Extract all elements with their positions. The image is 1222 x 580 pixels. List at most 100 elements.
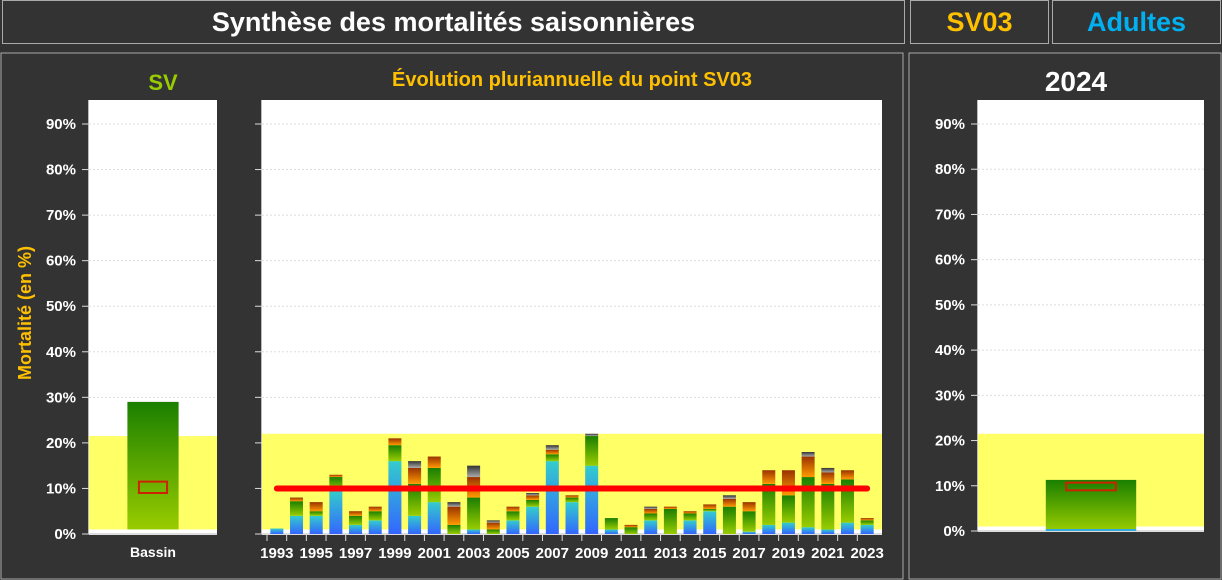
bar-segment-2002-gray xyxy=(447,502,461,507)
y-tick-label: 50% xyxy=(46,298,76,315)
bar-segment-2015-orange xyxy=(703,504,717,509)
bar-segment-2005-green xyxy=(506,511,520,521)
bar-segment-1996-blue xyxy=(329,490,343,534)
x-tick-label: 2003 xyxy=(457,545,490,562)
x-tick-label: 2015 xyxy=(693,545,726,562)
bar-segment-2004-gray xyxy=(486,520,500,523)
bar-segment-2000-blue xyxy=(408,515,422,534)
bar-segment-2014-blue xyxy=(683,520,697,534)
x-tick-label: 1993 xyxy=(260,545,293,562)
x-tick-label: 1995 xyxy=(300,545,333,562)
bar-segment-2003-gray xyxy=(467,465,481,478)
x-tick-label: 2001 xyxy=(418,545,451,562)
y-tick-label: 60% xyxy=(46,253,76,270)
bar-segment-2002-orange xyxy=(447,506,461,525)
bar-segment-2023-blue xyxy=(860,524,874,534)
bar-segment-2000-gray xyxy=(408,461,422,468)
y-tick-label: 40% xyxy=(46,344,76,361)
bar-segment-2017-orange xyxy=(742,502,756,512)
y-tick-label: 80% xyxy=(935,161,965,178)
x-tick-label: 2017 xyxy=(732,545,765,562)
bar-segment-2004-orange xyxy=(486,522,500,530)
bar-segment-2022-blue xyxy=(840,522,854,534)
bar-segment-2012-orange xyxy=(644,508,658,514)
bar-segment-2015-blue xyxy=(703,511,717,534)
bar-segment-2021-orange xyxy=(821,472,835,484)
bar-segment-1997-orange xyxy=(349,511,363,516)
bar-segment-2006-orange xyxy=(526,495,540,500)
bar-segment-1997-green xyxy=(349,515,363,525)
bar-segment-2018-green xyxy=(762,483,776,525)
bar-segment-2008-blue xyxy=(565,502,579,534)
bar-segment-2001-blue xyxy=(427,502,441,534)
bar-segment-2009-gray xyxy=(585,433,599,437)
y-tick-label: 0% xyxy=(54,526,76,543)
bar-segment-2013-green xyxy=(663,508,677,534)
x-tick-label: 2011 xyxy=(615,545,648,562)
bar-segment-1999-green xyxy=(388,445,402,462)
bar-segment-2021-green xyxy=(821,483,835,530)
bar-segment-1998-orange xyxy=(368,506,382,512)
basin-category-label: Bassin xyxy=(130,544,176,560)
site-code: SV03 xyxy=(910,0,1049,44)
year-chart-title: 2024 xyxy=(1045,66,1108,97)
bar-segment-2000-green xyxy=(408,483,422,516)
bar-segment-2003-blue xyxy=(467,529,481,534)
y-tick-label: 20% xyxy=(46,435,76,452)
bar-segment-2016-gray xyxy=(722,495,736,499)
x-tick-label: 2021 xyxy=(811,545,844,562)
bar-segment-2022-orange xyxy=(840,470,854,480)
x-tick-label: 2019 xyxy=(772,545,805,562)
bar-segment-2005-orange xyxy=(506,506,520,512)
bar-segment-2008-orange xyxy=(565,495,579,498)
category-label: Adultes xyxy=(1052,0,1221,44)
bar-segment-2005-blue xyxy=(506,520,520,534)
bar-segment-2004-green xyxy=(486,529,500,534)
marker-box xyxy=(137,480,169,495)
bar-segment-1998-blue xyxy=(368,520,382,534)
bar-segment-2019-blue xyxy=(781,522,795,534)
page-title: Synthèse des mortalités saisonnières xyxy=(2,0,905,44)
bar-segment-2000-orange xyxy=(408,467,422,484)
bar-segment-2006-blue xyxy=(526,506,540,534)
y-tick-label: 70% xyxy=(935,206,965,223)
x-tick-label: 2005 xyxy=(496,545,529,562)
bar-segment-1994-orange xyxy=(290,497,304,502)
y-tick-label: 30% xyxy=(935,387,965,404)
bar-segment-2021-gray xyxy=(821,467,835,473)
y-tick-label: 60% xyxy=(935,252,965,269)
bar-segment-2016-orange xyxy=(722,498,736,507)
bar-segment-2007-gray xyxy=(545,445,559,450)
bar-segment-2023-orange xyxy=(860,518,874,521)
bar-segment-2020-green xyxy=(801,477,815,528)
bar-segment-2019-orange xyxy=(781,470,795,496)
y-tick-label: 50% xyxy=(935,297,965,314)
bar-segment-2014-green xyxy=(683,513,697,521)
bar-segment-2010-blue xyxy=(604,529,618,534)
x-tick-label: 1997 xyxy=(339,545,372,562)
bar-segment-2002-green xyxy=(447,524,461,534)
bar-segment-2009-green xyxy=(585,436,599,466)
y-tick-label: 30% xyxy=(46,389,76,406)
bar-segment-2020-gray xyxy=(801,452,815,457)
bar-segment-2019-green xyxy=(781,495,795,523)
bar-segment-1994-green xyxy=(290,501,304,516)
bar-segment-2010-green xyxy=(604,518,618,530)
bar-segment-2012-blue xyxy=(644,520,658,534)
bar-segment-1993-blue xyxy=(270,528,284,534)
bar-segment-2012-gray xyxy=(644,506,658,509)
bar-segment-2018-blue xyxy=(762,524,776,534)
bar-segment-2011-green xyxy=(624,527,638,534)
mortality-bar xyxy=(127,401,179,530)
x-tick-label: 2023 xyxy=(850,545,883,562)
bar-segment-1998-green xyxy=(368,511,382,521)
bar-segment-2015-green xyxy=(703,508,717,512)
bar-segment-1995-green xyxy=(309,511,323,516)
bar-segment-1999-orange xyxy=(388,438,402,446)
y-tick-label: 70% xyxy=(46,207,76,224)
bar-segment-2008-green xyxy=(565,497,579,503)
bar-segment-2007-green xyxy=(545,454,559,462)
bar-segment-1994-blue xyxy=(290,515,304,534)
bar-segment-2017-green xyxy=(742,511,756,532)
